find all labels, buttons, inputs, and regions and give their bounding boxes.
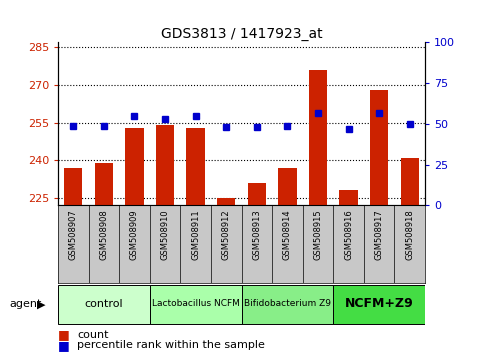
Bar — [186, 128, 205, 205]
Text: GSM508910: GSM508910 — [160, 209, 170, 260]
Bar — [58, 285, 150, 324]
Bar — [156, 125, 174, 205]
Bar — [217, 198, 235, 205]
Bar — [340, 190, 358, 205]
Text: GSM508917: GSM508917 — [375, 209, 384, 260]
Text: control: control — [85, 298, 123, 309]
Bar — [242, 285, 333, 324]
Text: Lactobacillus NCFM: Lactobacillus NCFM — [152, 299, 240, 308]
Text: GSM508911: GSM508911 — [191, 209, 200, 260]
Text: GSM508913: GSM508913 — [252, 209, 261, 260]
Bar — [278, 168, 297, 205]
Text: GSM508918: GSM508918 — [405, 209, 414, 260]
Text: Bifidobacterium Z9: Bifidobacterium Z9 — [244, 299, 331, 308]
Text: GSM508912: GSM508912 — [222, 209, 231, 260]
Text: ■: ■ — [58, 339, 70, 352]
Bar — [400, 158, 419, 205]
Text: GSM508909: GSM508909 — [130, 209, 139, 260]
Bar — [95, 163, 113, 205]
Bar — [64, 168, 83, 205]
Text: count: count — [77, 330, 109, 339]
Bar — [309, 70, 327, 205]
Bar — [248, 183, 266, 205]
Text: GSM508908: GSM508908 — [99, 209, 108, 260]
Bar — [125, 128, 143, 205]
Text: ▶: ▶ — [37, 299, 45, 309]
Text: NCFM+Z9: NCFM+Z9 — [345, 297, 413, 310]
Bar — [370, 90, 388, 205]
Title: GDS3813 / 1417923_at: GDS3813 / 1417923_at — [161, 28, 322, 41]
Text: agent: agent — [10, 299, 42, 309]
Bar — [333, 285, 425, 324]
Bar — [150, 285, 242, 324]
Text: ■: ■ — [58, 328, 70, 341]
Text: GSM508916: GSM508916 — [344, 209, 353, 260]
Text: GSM508914: GSM508914 — [283, 209, 292, 260]
Text: GSM508915: GSM508915 — [313, 209, 323, 260]
Text: GSM508907: GSM508907 — [69, 209, 78, 260]
Text: percentile rank within the sample: percentile rank within the sample — [77, 340, 265, 350]
